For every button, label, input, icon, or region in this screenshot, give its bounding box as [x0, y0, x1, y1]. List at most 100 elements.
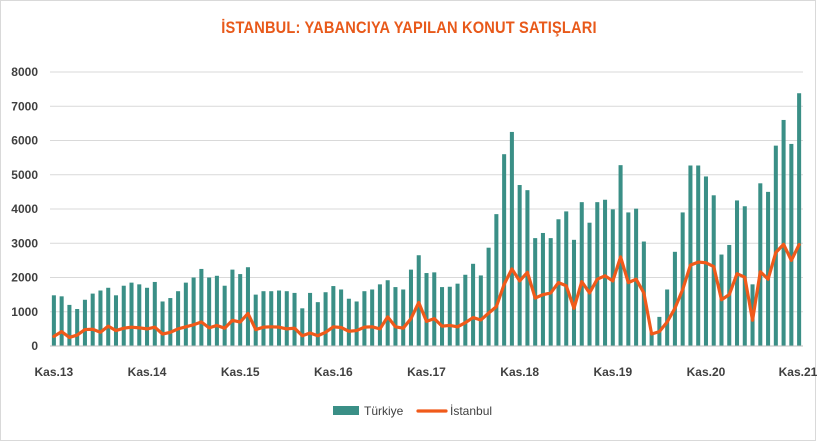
bar [533, 238, 538, 346]
bar [300, 308, 305, 346]
y-tick-label: 8000 [11, 65, 38, 79]
bar [315, 302, 320, 346]
x-tick-label: Kas.15 [221, 365, 260, 379]
bar [603, 199, 608, 346]
bar [447, 286, 452, 346]
legend-label-istanbul: İstanbul [450, 404, 492, 418]
bar [502, 154, 507, 346]
bar [564, 211, 569, 346]
bar [432, 272, 437, 346]
legend-label-turkiye: Türkiye [364, 404, 404, 418]
x-tick-label: Kas.18 [500, 365, 539, 379]
bar [191, 277, 196, 346]
bar [634, 208, 639, 346]
bar [680, 212, 685, 346]
y-tick-label: 7000 [11, 99, 38, 113]
bar [401, 289, 406, 346]
bar [339, 289, 344, 346]
y-tick-label: 3000 [11, 236, 38, 250]
bar [160, 301, 165, 346]
bar [199, 268, 204, 346]
legend-swatch-turkiye [333, 406, 359, 415]
bar [517, 185, 522, 346]
bar [276, 290, 282, 346]
bar [486, 247, 491, 346]
bar [331, 286, 336, 346]
bar [207, 277, 212, 346]
bar [98, 290, 103, 346]
bar [478, 275, 483, 346]
bar [59, 296, 64, 346]
bar [766, 191, 771, 346]
x-tick-label: Kas.14 [128, 365, 167, 379]
bar [253, 294, 258, 346]
bar [440, 287, 445, 346]
bar [261, 291, 266, 346]
bar [51, 295, 56, 346]
bar [214, 275, 219, 346]
x-tick-label: Kas.16 [314, 365, 353, 379]
bar [292, 292, 297, 346]
bar [82, 299, 87, 346]
bar [222, 285, 227, 346]
bar [463, 274, 468, 346]
bar [688, 165, 693, 346]
bar [789, 143, 794, 346]
bar [269, 291, 274, 346]
bar [145, 287, 150, 346]
bar [354, 301, 359, 346]
chart-title: İSTANBUL: YABANCIYA YAPILAN KONUT SATIŞL… [221, 18, 597, 37]
bar [595, 202, 600, 346]
bar [90, 293, 95, 346]
y-tick-label: 6000 [11, 134, 38, 148]
bar [494, 214, 499, 346]
bar [152, 281, 157, 346]
bar [781, 119, 786, 346]
bar [75, 309, 80, 346]
bar [238, 274, 243, 346]
bar [377, 284, 382, 346]
series-line-istanbul [52, 242, 801, 340]
bar [393, 287, 398, 346]
bar [284, 291, 289, 346]
x-tick-label: Kas.19 [593, 365, 632, 379]
bar [362, 291, 367, 346]
y-tick-label: 5000 [11, 168, 38, 182]
bar [672, 251, 677, 346]
y-tick-label: 0 [31, 339, 38, 353]
y-tick-label: 2000 [11, 271, 38, 285]
y-tick-label: 4000 [11, 202, 38, 216]
bar [370, 289, 375, 346]
bar [579, 202, 584, 346]
bar [509, 131, 514, 346]
bar [129, 282, 134, 346]
bar [455, 283, 460, 346]
bar [168, 298, 173, 346]
bar [540, 232, 545, 346]
x-tick-label: Kas.13 [35, 365, 74, 379]
bar [245, 267, 250, 346]
x-tick-label: Kas.17 [407, 365, 446, 379]
bar [696, 165, 701, 346]
x-tick-label: Kas.20 [687, 365, 726, 379]
bar [106, 287, 111, 346]
bar [758, 183, 763, 346]
bar [665, 289, 670, 346]
bar [797, 93, 802, 346]
y-tick-label: 1000 [11, 305, 38, 319]
bar [773, 145, 778, 346]
bar [137, 284, 142, 346]
bar [408, 269, 413, 346]
bar [121, 285, 126, 346]
x-tick-label: Kas.21 [779, 365, 818, 379]
bar [183, 282, 188, 346]
bar [176, 291, 181, 346]
bar [323, 292, 328, 346]
bar [424, 273, 429, 346]
bar [67, 304, 72, 346]
bar [471, 263, 476, 346]
bar [571, 239, 577, 346]
bar [416, 255, 421, 346]
bar [230, 269, 235, 346]
